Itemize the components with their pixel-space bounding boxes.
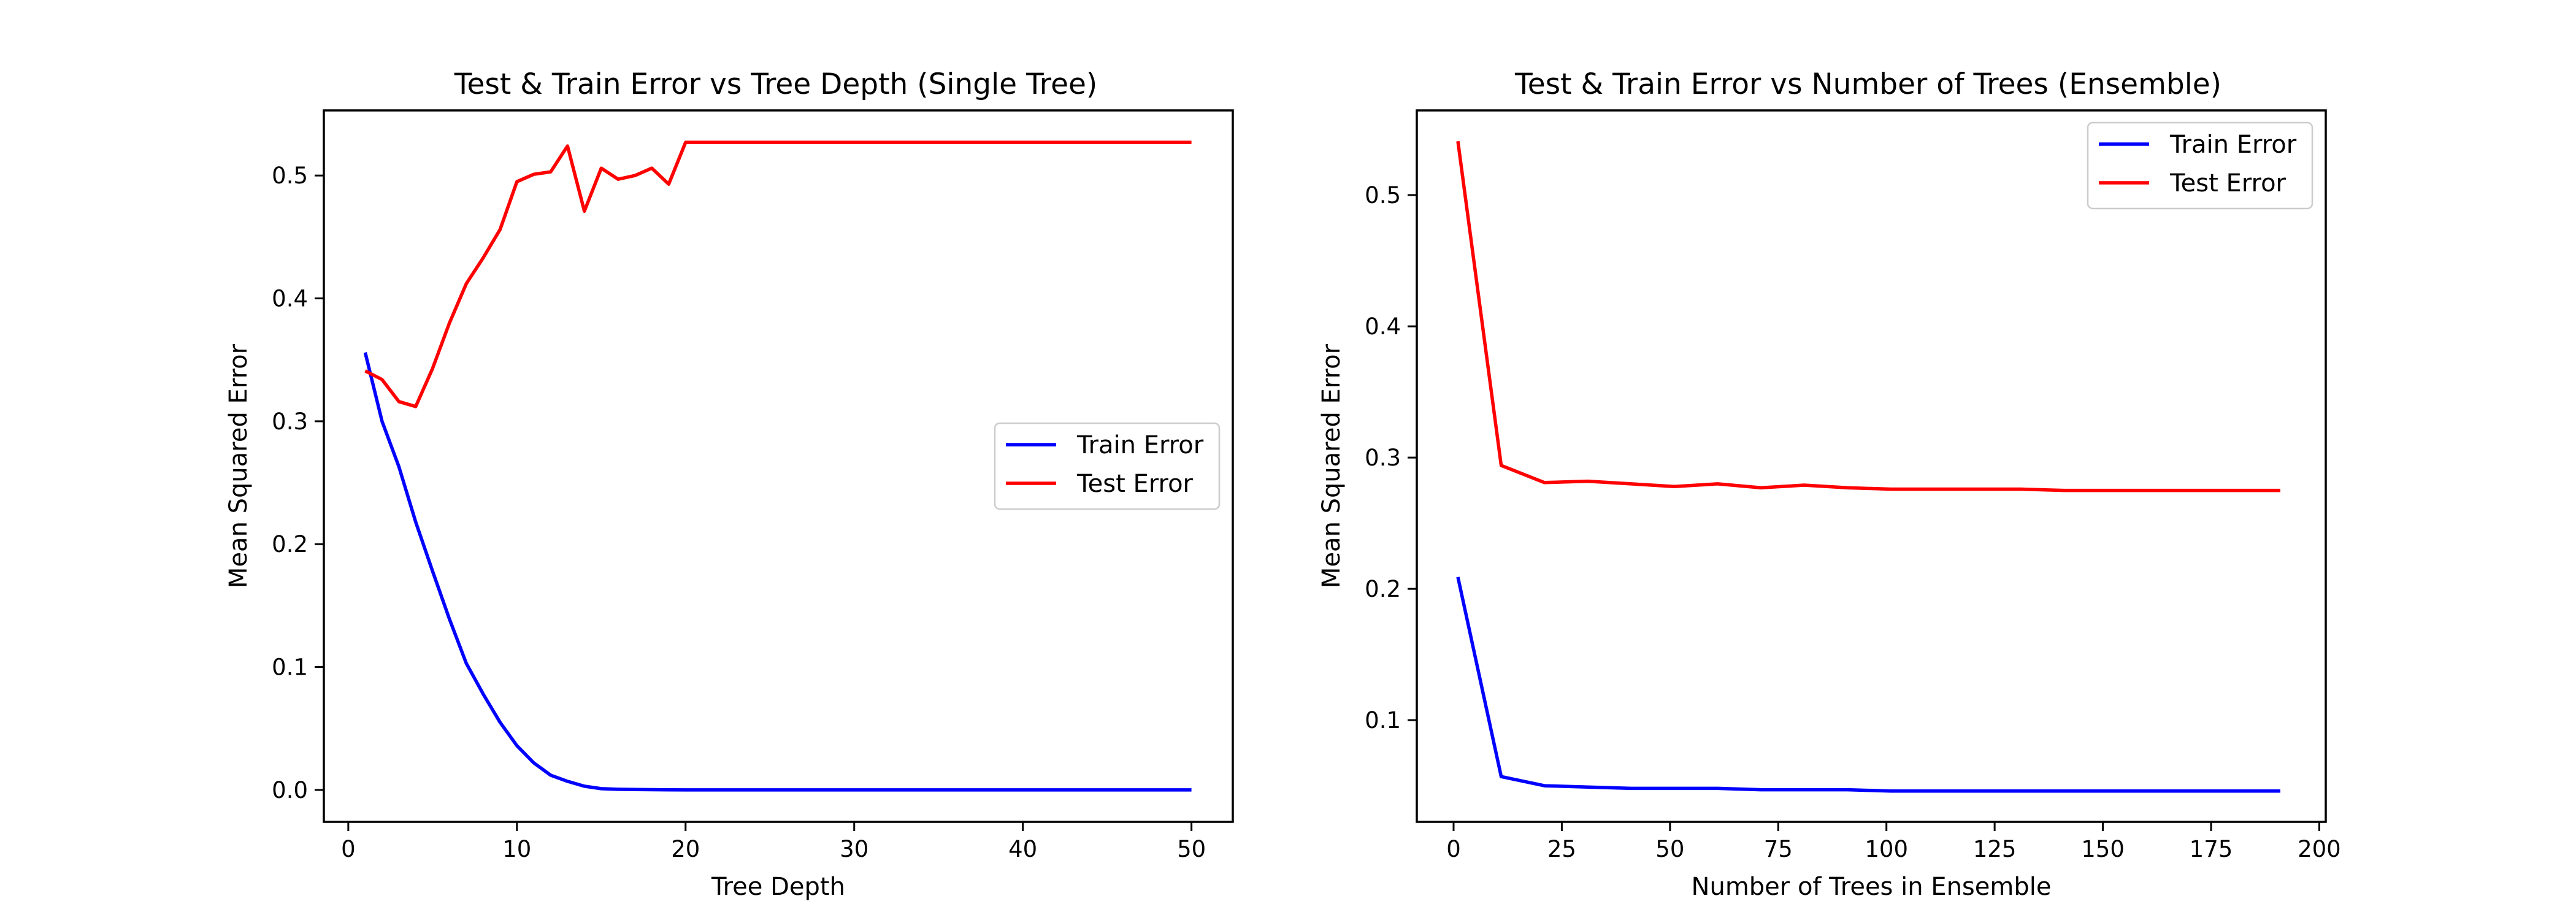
series-line-train-error <box>363 352 1192 792</box>
y-ticks: 0.1 0.2 0.3 0.4 0.5 <box>1365 182 1417 734</box>
legend-label-train: Train Error <box>2169 131 2297 159</box>
x-tick-label: 75 <box>1764 836 1793 862</box>
legend: Train Error Test Error <box>2087 121 2313 210</box>
series-line-train-error <box>1456 577 2280 793</box>
chart-title: Test & Train Error vs Tree Depth (Single… <box>454 67 1098 101</box>
x-axis-label: Tree Depth <box>711 873 845 901</box>
y-tick-label: 0.5 <box>272 163 308 189</box>
x-tick-label: 125 <box>1973 836 2017 862</box>
series-line-test-error <box>364 140 1192 408</box>
chart-title: Test & Train Error vs Number of Trees (E… <box>1514 67 2221 101</box>
plot-frame <box>1416 109 2327 823</box>
legend-label-test: Test Error <box>2169 169 2287 197</box>
y-tick-label: 0.4 <box>272 286 308 312</box>
x-ticks: 0 10 20 30 40 50 <box>341 822 1206 862</box>
y-tick-label: 0.0 <box>272 777 308 803</box>
y-tick-label: 0.3 <box>1365 445 1401 471</box>
plot-lines <box>363 140 1192 792</box>
x-ticks: 0 25 50 75 100 125 150 175 200 <box>1446 822 2341 862</box>
x-tick-label: 50 <box>1655 836 1684 862</box>
x-tick-label: 25 <box>1547 836 1576 862</box>
y-tick-label: 0.3 <box>272 408 308 435</box>
x-tick-label: 0 <box>341 836 356 862</box>
legend-label-test: Test Error <box>1076 470 1194 498</box>
y-ticks: 0.0 0.1 0.2 0.3 0.4 0.5 <box>272 163 324 803</box>
x-tick-label: 150 <box>2081 836 2125 862</box>
x-tick-label: 175 <box>2190 836 2233 862</box>
x-tick-label: 100 <box>1865 836 1908 862</box>
legend: Train Error Test Error <box>994 422 1221 510</box>
x-tick-label: 50 <box>1177 836 1206 862</box>
chart-ensemble: Test & Train Error vs Number of Trees (E… <box>1317 67 2341 901</box>
legend-label-train: Train Error <box>1076 431 1204 459</box>
series-line-test-error <box>1456 140 2280 493</box>
x-tick-label: 0 <box>1446 836 1461 862</box>
plot-frame <box>323 109 1234 823</box>
y-tick-label: 0.2 <box>272 531 308 558</box>
y-tick-label: 0.1 <box>272 654 308 681</box>
x-tick-label: 20 <box>671 836 700 862</box>
x-tick-label: 40 <box>1008 836 1037 862</box>
x-tick-label: 30 <box>840 836 868 862</box>
y-axis-label: Mean Squared Error <box>1317 343 1346 588</box>
y-tick-label: 0.4 <box>1365 313 1401 340</box>
x-tick-label: 10 <box>502 836 531 862</box>
chart-tree-depth: Test & Train Error vs Tree Depth (Single… <box>224 67 1234 901</box>
y-axis-label: Mean Squared Error <box>224 343 253 588</box>
y-tick-label: 0.5 <box>1365 182 1401 209</box>
x-axis-label: Number of Trees in Ensemble <box>1692 873 2052 901</box>
y-tick-label: 0.1 <box>1365 707 1401 734</box>
x-tick-label: 200 <box>2298 836 2341 862</box>
y-tick-label: 0.2 <box>1365 576 1401 602</box>
plot-lines <box>1456 140 2280 793</box>
